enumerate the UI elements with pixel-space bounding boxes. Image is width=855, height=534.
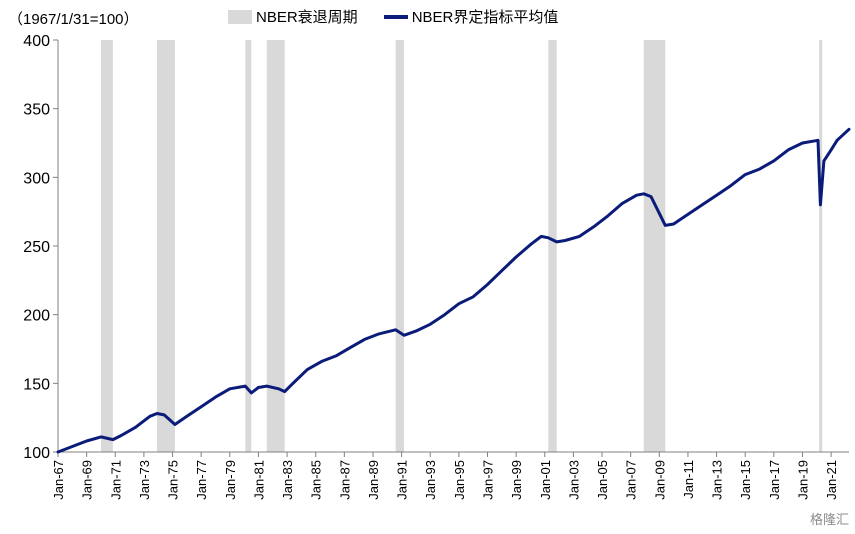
recession-band-4 — [266, 40, 285, 452]
y-tick-label-150: 150 — [23, 376, 50, 393]
recession-band-5 — [395, 40, 404, 452]
x-tick-label-22: Jan-09 — [652, 460, 667, 500]
x-tick-label-5: Jan-75 — [166, 460, 181, 500]
x-tick-label-2: Jan-69 — [80, 460, 95, 500]
x-tick-label-20: Jan-05 — [595, 460, 610, 500]
x-tick-label-25: Jan-15 — [738, 460, 753, 500]
legend-item-series: NBER界定指标平均值 — [383, 6, 559, 27]
x-tick-label-27: Jan-19 — [795, 460, 810, 500]
x-tick-label-9: Jan-83 — [280, 460, 295, 500]
watermark-logo: 格隆汇 — [809, 512, 849, 527]
recession-band-1 — [100, 40, 113, 452]
x-tick-label-3: Jan-71 — [108, 460, 123, 500]
recession-band-8 — [819, 40, 823, 452]
x-tick-label-14: Jan-93 — [423, 460, 438, 500]
x-tick-label-13: Jan-91 — [395, 460, 410, 500]
x-tick-label-18: Jan-01 — [538, 460, 553, 500]
x-tick-label-4: Jan-73 — [137, 460, 152, 500]
x-tick-label-10: Jan-85 — [309, 460, 324, 500]
x-tick-label-23: Jan-11 — [681, 460, 696, 499]
legend-swatch-series — [383, 14, 408, 19]
x-tick-label-16: Jan-97 — [481, 460, 496, 500]
y-tick-label-200: 200 — [23, 308, 50, 325]
x-tick-label-24: Jan-13 — [710, 460, 725, 500]
legend-swatch-recession — [228, 9, 252, 24]
legend: NBER衰退周期 NBER界定指标平均值 — [228, 6, 584, 27]
x-tick-label-12: Jan-89 — [366, 460, 381, 500]
y-tick-label-350: 350 — [23, 102, 50, 119]
x-tick-label-28: Jan-21 — [824, 460, 839, 500]
x-tick-label-8: Jan-81 — [251, 460, 266, 500]
legend-label-series: NBER界定指标平均值 — [411, 9, 559, 26]
x-tick-label-21: Jan-07 — [624, 460, 639, 500]
x-tick-label-1: Jan-67 — [51, 460, 66, 500]
legend-label-recession: NBER衰退周期 — [256, 9, 358, 26]
x-tick-label-11: Jan-87 — [337, 460, 352, 500]
x-tick-label-7: Jan-79 — [223, 460, 238, 500]
legend-item-recession: NBER衰退周期 — [228, 6, 358, 27]
x-tick-label-15: Jan-95 — [452, 460, 467, 500]
series-line-1 — [56, 127, 851, 454]
recession-band-3 — [245, 40, 252, 452]
x-tick-label-6: Jan-77 — [194, 460, 209, 500]
x-tick-label-17: Jan-99 — [509, 460, 524, 500]
recession-band-2 — [157, 40, 175, 452]
y-tick-label-100: 100 — [23, 445, 50, 462]
x-tick-label-19: Jan-03 — [566, 460, 581, 500]
y-tick-label-300: 300 — [23, 170, 50, 187]
y-tick-label-250: 250 — [23, 239, 50, 256]
y-tick-label-400: 400 — [23, 33, 50, 50]
unit-note: （1967/1/31=100） — [8, 11, 139, 28]
x-tick-label-26: Jan-17 — [767, 460, 782, 500]
recession-band-6 — [548, 40, 557, 452]
recession-band-7 — [643, 40, 666, 452]
